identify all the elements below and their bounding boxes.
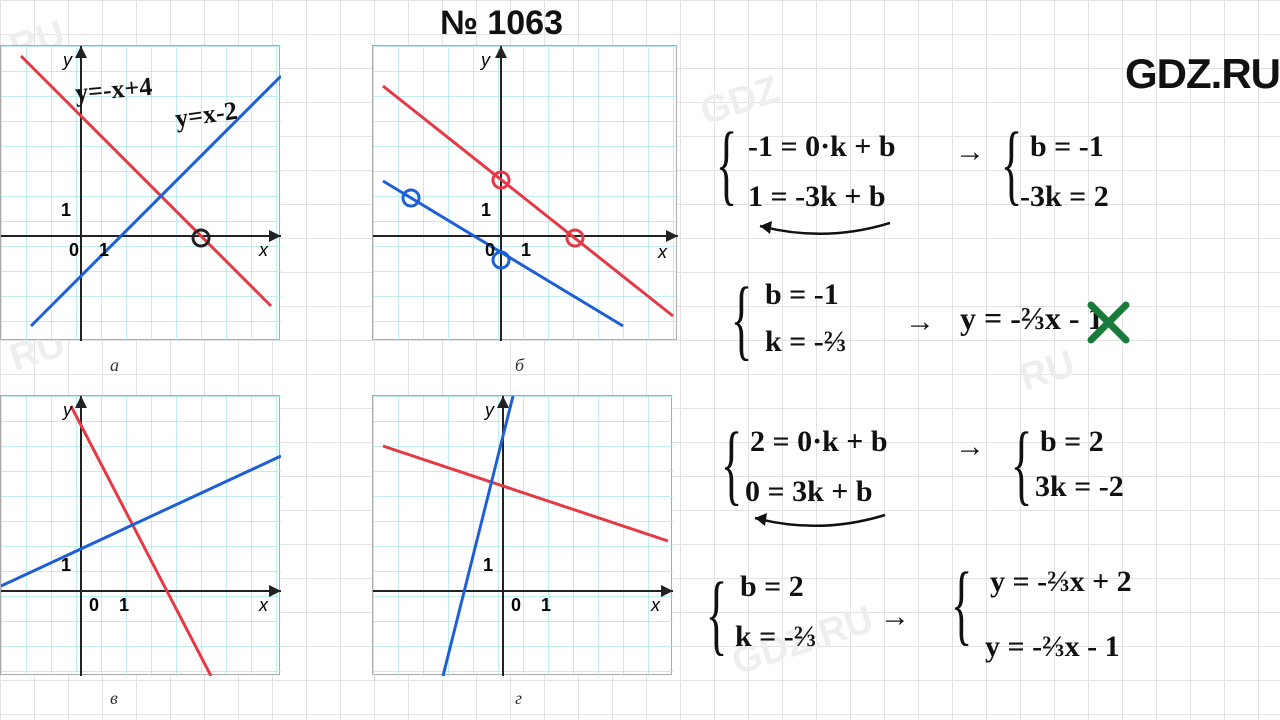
svg-text:y: y <box>61 400 73 420</box>
svg-text:1: 1 <box>481 200 491 220</box>
eq-sys3-l2: 0 = 3k + b <box>745 475 873 509</box>
graph-a-label: а <box>110 355 119 376</box>
graph-b: 1 0 1 x y <box>372 45 677 340</box>
svg-text:0: 0 <box>69 240 79 260</box>
graph-b-label: б <box>515 355 524 376</box>
graph-g-label: г <box>515 688 522 709</box>
svg-text:x: x <box>650 595 661 615</box>
svg-text:y: y <box>61 50 73 70</box>
brace-icon: { <box>1011 420 1033 510</box>
svg-text:0: 0 <box>511 595 521 615</box>
svg-text:x: x <box>258 595 269 615</box>
eq-sys3-r1: b = 2 <box>1040 425 1104 459</box>
x-mark-icon <box>1086 300 1134 348</box>
graph-v: 1 0 1 x y <box>0 395 280 675</box>
eq-sys4-r2: y = -⅔x - 1 <box>985 630 1120 664</box>
title-prefix: № <box>440 4 478 42</box>
svg-text:0: 0 <box>485 240 495 260</box>
brace-icon: { <box>951 560 973 650</box>
svg-text:1: 1 <box>541 595 551 615</box>
graph-g: 1 0 1 x y <box>372 395 672 675</box>
svg-text:0: 0 <box>89 595 99 615</box>
eq-sys1-l2: 1 = -3k + b <box>748 180 886 214</box>
eq-sys1-r2: -3k = 2 <box>1020 180 1109 214</box>
arrow-icon: → <box>880 600 910 634</box>
arrow-icon: → <box>955 135 985 169</box>
eq-sys3-r2: 3k = -2 <box>1035 470 1124 504</box>
subst-arrow-icon <box>745 510 895 535</box>
svg-text:x: x <box>258 240 269 260</box>
svg-text:1: 1 <box>61 200 71 220</box>
problem-number: № 1063 <box>440 4 563 43</box>
eq-sys4-l2: k = -⅔ <box>735 620 816 654</box>
site-logo: GDZ.RU <box>1125 50 1280 98</box>
svg-text:1: 1 <box>521 240 531 260</box>
svg-text:y: y <box>479 50 491 70</box>
svg-text:1: 1 <box>483 555 493 575</box>
svg-text:y: y <box>483 400 495 420</box>
svg-text:1: 1 <box>119 595 129 615</box>
graph-v-label: в <box>110 688 118 709</box>
eq-sys2-l1: b = -1 <box>765 278 839 312</box>
eq-sys4-r1: y = -⅔x + 2 <box>990 565 1132 599</box>
svg-text:1: 1 <box>61 555 71 575</box>
brace-icon: { <box>731 275 753 365</box>
brace-icon: { <box>706 570 728 660</box>
brace-icon: { <box>716 120 738 210</box>
arrow-icon: → <box>905 305 935 339</box>
eq-sys1-l1: -1 = 0·k + b <box>748 130 896 164</box>
svg-text:1: 1 <box>99 240 109 260</box>
eq-sys3-l1: 2 = 0·k + b <box>750 425 888 459</box>
eq-sys2-l2: k = -⅔ <box>765 325 846 359</box>
brace-icon: { <box>721 420 743 510</box>
subst-arrow-icon <box>750 218 900 243</box>
eq-sys4-l1: b = 2 <box>740 570 804 604</box>
eq-sys1-r1: b = -1 <box>1030 130 1104 164</box>
title-number: 1063 <box>487 4 563 42</box>
svg-text:x: x <box>657 242 668 262</box>
arrow-icon: → <box>955 430 985 464</box>
eq-sys2-r: y = -⅔x - 1 <box>960 300 1104 337</box>
